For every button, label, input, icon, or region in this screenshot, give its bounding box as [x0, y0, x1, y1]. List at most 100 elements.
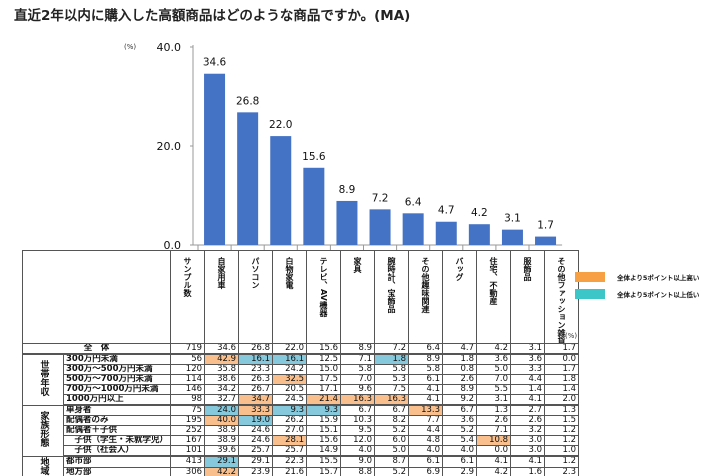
table-row: 地方部 306 42.2 23.9 21.6 15.7 8.8 5.2 6.9 2.9 4.2 1.6… [23, 466, 580, 476]
table-cell: 4.1 [408, 384, 444, 395]
table-cell: 20.5 [272, 384, 308, 395]
table-cell: 39.6 [204, 445, 240, 457]
table-cell: 3.3 [510, 364, 546, 375]
table-cell: 34.7 [238, 394, 274, 406]
data-label: 4.7 [438, 205, 455, 217]
table-unit: (%) [565, 332, 578, 340]
header-row: サンプル数 自家用車 パソコン 白物家電 テレビ、AV機器 家具 腕時計、宝飾品 その他趣味関… [21, 250, 580, 344]
table-cell: 32.7 [204, 394, 240, 406]
table-cell: 5.3 [374, 374, 410, 385]
legend-swatch-lower [575, 289, 605, 299]
table-cell: 21.4 [306, 394, 342, 406]
table-cell: 7.7 [408, 415, 444, 426]
bar [369, 209, 391, 245]
row-group-label: 世帯年収 [22, 353, 64, 406]
table-cell: 6.1 [442, 455, 478, 468]
sample-count: 98 [170, 394, 206, 406]
table-cell: 42.9 [204, 353, 240, 365]
table-cell: 1.8 [442, 353, 478, 365]
column-header-text: その他趣味関連 [421, 257, 431, 313]
column-header-sample-text: サンプル数 [183, 257, 193, 297]
row-label: 子供（学生・未就学児） [62, 435, 172, 446]
table-row: 世帯年収 300万円未満 56 42.9 16.1 16.1 12.5 7.1 1.8 8.9 1.… [22, 353, 580, 406]
table-cell: 6.7 [374, 404, 410, 416]
table-cell: 5.0 [374, 445, 410, 457]
table-cell: 2.6 [476, 415, 512, 426]
table-cell: 1.6 [510, 466, 546, 476]
table-cell: 7.5 [374, 384, 410, 395]
table-cell: 25.7 [238, 445, 274, 457]
row-group-label-text: 地域 [38, 456, 49, 475]
data-label: 1.7 [537, 220, 554, 232]
table-cell: 10.3 [340, 415, 376, 426]
table-cell: 5.4 [442, 435, 478, 446]
table-cell: 4.4 [408, 425, 444, 436]
table-cell: 7.0 [340, 374, 376, 385]
table-cell: 1.7 [544, 343, 580, 355]
table-cell: 17.5 [306, 374, 342, 385]
table-cell: 27.0 [272, 425, 308, 436]
table-cell: 24.6 [238, 435, 274, 446]
table-cell: 1.4 [510, 384, 546, 395]
legend-item-higher: 全体より5ポイント以上高い [575, 272, 699, 282]
table-cell: 26.3 [238, 374, 274, 385]
table-cell: 1.8 [374, 353, 410, 365]
table-cell: 15.5 [306, 455, 342, 468]
table-cell: 40.0 [204, 415, 240, 426]
table-cell: 6.1 [408, 455, 444, 468]
column-header: パソコン [238, 250, 274, 344]
column-header: 白物家電 [272, 250, 308, 344]
bar [402, 213, 424, 245]
table-cell: 3.6 [442, 415, 478, 426]
column-header-text: パソコン [251, 257, 261, 289]
header-blank [21, 250, 172, 344]
table-cell: 4.4 [510, 374, 546, 385]
table-cell: 1.3 [544, 404, 580, 416]
table-row: 配偶者＋子供 252 38.9 24.6 27.0 15.1 9.5 5.2 4.4 5.2 7.1… [23, 425, 580, 436]
chart-title: 直近2年以内に購入した高額商品はどのような商品ですか。(MA) [14, 8, 411, 24]
table-cell: 26.7 [238, 384, 274, 395]
bar [535, 236, 557, 245]
column-header-text: 腕時計、宝飾品 [387, 257, 397, 313]
table-cell: 7.2 [374, 343, 410, 355]
table-cell: 2.9 [442, 466, 478, 476]
sample-count: 413 [170, 455, 206, 468]
table-cell: 2.0 [544, 394, 580, 406]
data-label: 4.2 [471, 207, 488, 219]
table-cell: 15.6 [306, 435, 342, 446]
table-cell: 34.2 [204, 384, 240, 395]
legend-label: 全体より5ポイント以上高い [617, 274, 700, 282]
table-cell: 22.3 [272, 455, 308, 468]
table-cell: 15.6 [306, 343, 342, 355]
table-cell: 9.6 [340, 384, 376, 395]
legend-label: 全体より5ポイント以上低い [617, 291, 700, 299]
data-label: 34.6 [203, 57, 227, 69]
row-label: 子供（社会人） [62, 445, 172, 457]
bar [204, 73, 226, 245]
table-cell: 2.6 [442, 374, 478, 385]
table-cell: 15.1 [306, 425, 342, 436]
table-cell: 5.2 [442, 425, 478, 436]
table-cell: 19.0 [238, 415, 274, 426]
column-header-text: 家具 [353, 257, 363, 273]
table-cell: 12.5 [306, 353, 342, 365]
data-label: 7.2 [372, 192, 389, 204]
table-cell: 1.8 [544, 374, 580, 385]
table-cell: 28.1 [272, 435, 308, 446]
table-row: 家族形態 単身者 75 24.0 33.3 9.3 9.3 6.7 6.7 13.3 6.7 1.3 2… [22, 404, 580, 457]
table-cell: 26.2 [272, 415, 308, 426]
column-header-text: 服飾品 [523, 257, 533, 281]
sample-count: 114 [170, 374, 206, 385]
bar [468, 224, 490, 245]
table-cell: 38.9 [204, 435, 240, 446]
table-cell: 5.5 [476, 384, 512, 395]
table-cell: 6.9 [408, 466, 444, 476]
table-cell: 6.7 [340, 404, 376, 416]
column-header-text: その他ファッション雑貨 [557, 257, 567, 344]
column-header: 服飾品 [510, 250, 546, 344]
table-cell: 1.0 [544, 445, 580, 457]
table-cell: 3.0 [510, 445, 546, 457]
table-cell: 9.5 [340, 425, 376, 436]
table-cell: 5.0 [476, 364, 512, 375]
table-cell: 8.7 [374, 455, 410, 468]
